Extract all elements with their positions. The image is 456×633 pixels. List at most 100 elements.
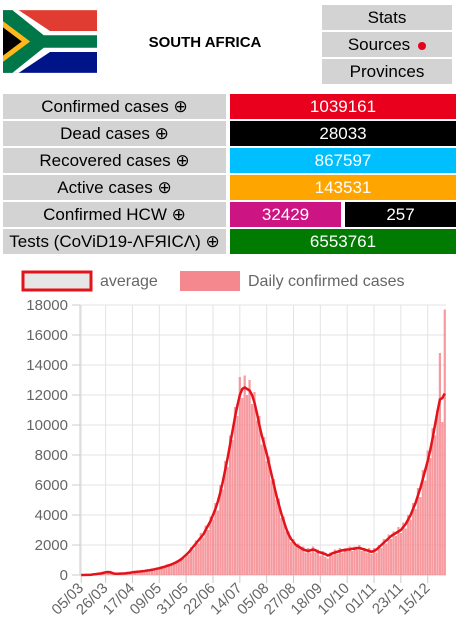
bar (414, 509, 417, 575)
bar (316, 549, 319, 575)
stat-value: 257 (345, 202, 456, 227)
stat-value: 32429 (230, 202, 341, 227)
bar (370, 554, 373, 575)
bar (392, 531, 395, 575)
bar (321, 551, 324, 575)
bar (282, 516, 285, 575)
bar (353, 546, 356, 575)
x-tick-label: 15/12 (395, 580, 434, 619)
bar (172, 564, 176, 575)
legend-swatch (180, 271, 240, 291)
bar (355, 549, 359, 575)
bar (194, 540, 197, 575)
stat-value: 28033 (230, 121, 456, 146)
bar (155, 567, 158, 575)
line (81, 386, 446, 577)
bar (136, 571, 139, 575)
bar (248, 380, 251, 575)
stat-label: Recovered cases ⊕ (3, 148, 226, 173)
stat-label: Active cases ⊕ (3, 175, 226, 200)
y-tick-label: 0 (60, 567, 68, 584)
bar (411, 503, 415, 575)
bar (211, 519, 215, 575)
bar (209, 516, 212, 575)
stat-label: Tests (CoViD19-ΛFЯICΛ) ⊕ (3, 229, 226, 254)
bar (221, 489, 224, 575)
bar (416, 488, 420, 575)
bar (287, 531, 290, 575)
bar (133, 572, 136, 575)
bar (329, 552, 332, 575)
bar (260, 444, 263, 575)
bar (309, 552, 312, 575)
bar (297, 543, 300, 575)
stat-label: Dead cases ⊕ (3, 121, 226, 146)
bar (421, 470, 424, 575)
nav-button[interactable]: Stats (322, 5, 452, 30)
bar (243, 375, 246, 575)
bar (426, 450, 429, 575)
bar (246, 395, 249, 575)
bar (377, 545, 380, 575)
bar (385, 543, 388, 575)
bar (350, 551, 354, 575)
bar (275, 500, 278, 575)
bar (436, 410, 439, 575)
bar (197, 543, 200, 575)
bar (409, 519, 412, 575)
bar (270, 480, 273, 575)
bar (272, 479, 276, 575)
bar (343, 548, 346, 575)
bar (148, 570, 151, 575)
bar (226, 467, 229, 575)
bar (163, 567, 166, 575)
y-tick-label: 18000 (26, 297, 68, 314)
bar (109, 572, 112, 575)
bar (204, 525, 207, 575)
bar (336, 554, 339, 575)
nav-button[interactable]: Provinces (322, 59, 452, 84)
bar (146, 569, 149, 575)
bar (170, 563, 173, 575)
bar (368, 548, 371, 575)
bar (294, 546, 298, 575)
stat-value: 143531 (230, 175, 456, 200)
bar (160, 566, 163, 575)
bar (443, 309, 446, 575)
bar (238, 377, 241, 575)
bar (346, 551, 349, 575)
bar (265, 461, 268, 575)
bar (292, 539, 295, 575)
bar (280, 518, 283, 575)
bar (241, 398, 244, 575)
y-tick-label: 10000 (26, 417, 68, 434)
bar (199, 533, 202, 575)
bar (216, 510, 219, 575)
bar (314, 552, 317, 575)
chart: average Daily confirmed cases 0 2000 4000 600… (21, 270, 446, 619)
bar (158, 568, 161, 575)
bar (341, 552, 344, 575)
bar (141, 570, 144, 575)
stat-value: 1039161 (230, 94, 456, 119)
bar (224, 461, 227, 575)
nav-button[interactable]: Sources (322, 32, 452, 57)
bar (185, 554, 188, 575)
bar (268, 456, 271, 575)
bar (299, 549, 302, 575)
bar (285, 531, 288, 575)
bar (404, 528, 407, 575)
bar (214, 503, 217, 575)
bar (429, 458, 432, 575)
nav-label[interactable]: Sources (347, 35, 411, 54)
bar (360, 551, 363, 575)
bar (175, 560, 178, 575)
bar (331, 555, 334, 575)
bar (333, 549, 337, 575)
bar (165, 564, 168, 575)
y-tick-label: 8000 (35, 447, 68, 464)
bar (250, 404, 254, 575)
bar (180, 557, 183, 575)
y-tick-label: 2000 (35, 537, 68, 554)
